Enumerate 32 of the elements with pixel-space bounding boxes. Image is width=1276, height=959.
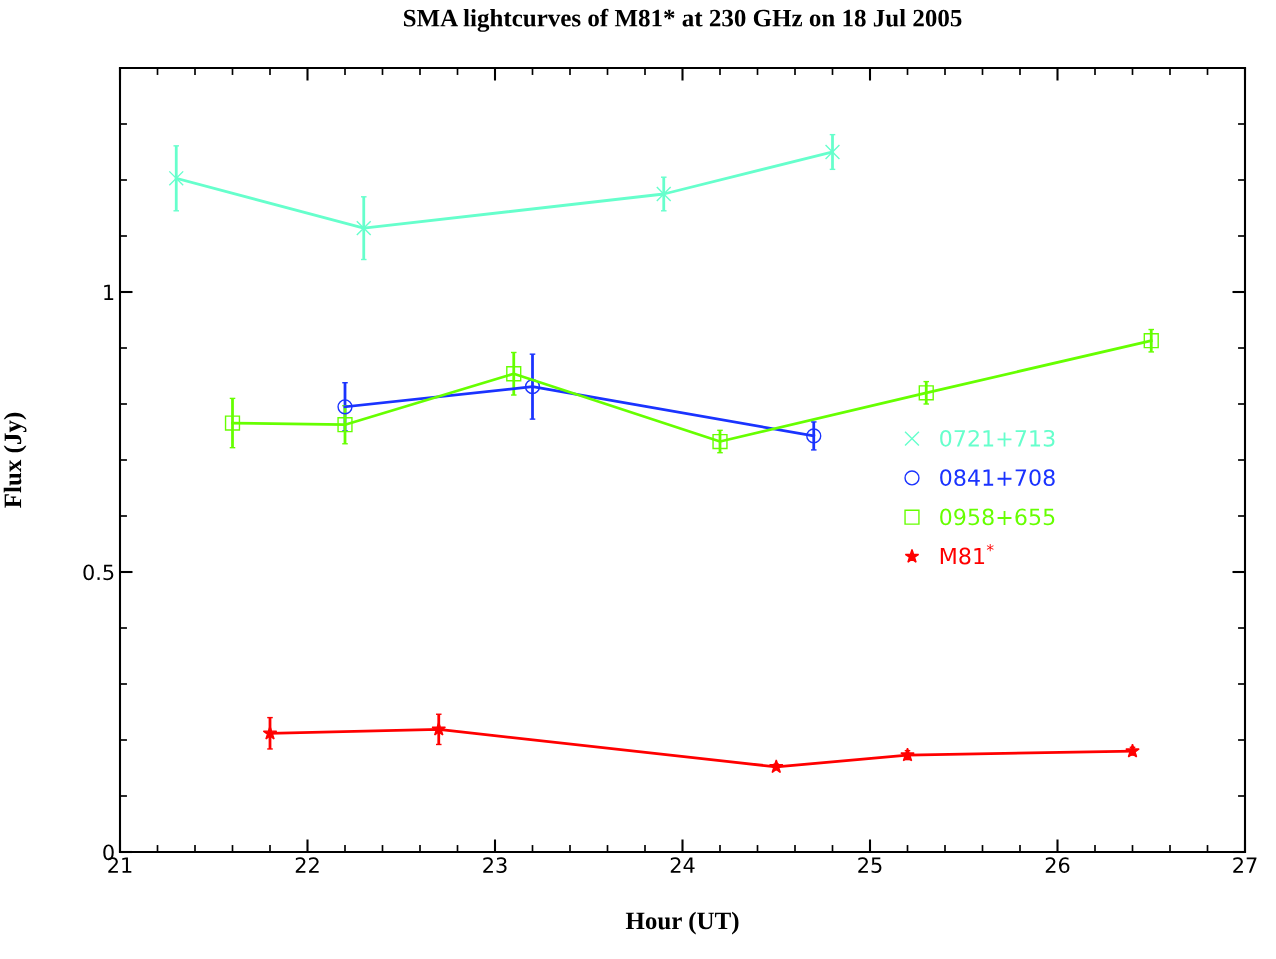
point (356, 220, 372, 236)
point (712, 433, 728, 450)
legend-label: M81$^{*}$ (940, 544, 994, 565)
point (806, 428, 822, 444)
point (1143, 333, 1159, 349)
x-tick-label: 26 (1045, 857, 1070, 873)
point (506, 366, 522, 382)
point (656, 186, 672, 202)
point (431, 721, 447, 736)
y-tick-label: 1 (104, 284, 114, 300)
x-tick-label: 22 (295, 857, 319, 873)
legend-label: 0841+708 (940, 469, 1055, 487)
x-tick-label: 25 (858, 857, 882, 873)
point (1125, 743, 1140, 758)
y-tick-label: 0.5 (83, 564, 114, 581)
point (337, 417, 353, 433)
x-tick-label: 27 (1233, 857, 1257, 873)
legend-label: 0721+713 (940, 429, 1055, 447)
point (900, 747, 915, 762)
x-tick-label: 24 (670, 857, 695, 873)
point (168, 170, 184, 186)
point (262, 725, 278, 740)
x-axis-title: Hour (UT) (625, 911, 739, 935)
point (224, 415, 241, 431)
x-tick-label: 23 (483, 857, 507, 873)
chart-title: SMA lightcurves of M81* at 230 GHz on 18 Jul 2005 (403, 8, 962, 32)
legend-label: 0958+655 (940, 508, 1055, 526)
point (768, 759, 784, 774)
y-axis-title: Flux (Jy) (3, 412, 27, 508)
point (337, 399, 353, 415)
point (918, 385, 934, 401)
point (824, 144, 841, 160)
